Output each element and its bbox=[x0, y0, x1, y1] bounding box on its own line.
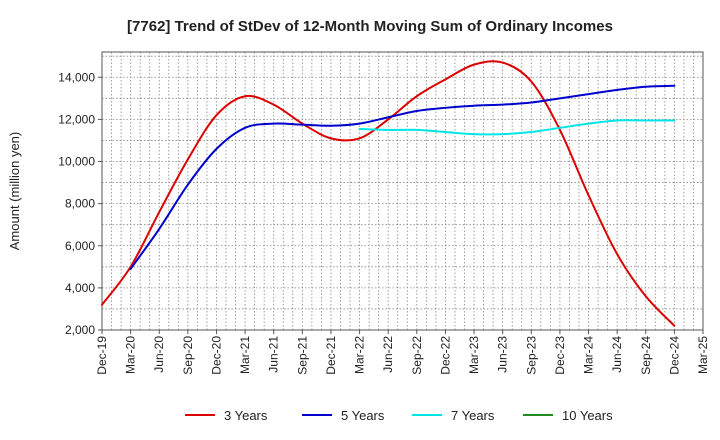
legend-label-3-years: 3 Years bbox=[224, 408, 268, 423]
x-tick-label: Mar-24 bbox=[582, 336, 596, 374]
plot-background bbox=[102, 52, 703, 330]
legend: 3 Years 5 Years 7 Years 10 Years bbox=[185, 408, 613, 423]
y-tick-label: 10,000 bbox=[58, 155, 95, 169]
x-tick-label: Sep-23 bbox=[524, 336, 538, 375]
y-tick-label: 14,000 bbox=[58, 70, 95, 84]
x-tick-label: Jun-21 bbox=[267, 336, 281, 373]
x-tick-label: Sep-24 bbox=[639, 336, 653, 375]
series-line-7-years bbox=[358, 119, 676, 136]
y-axis-label: Amount (million yen) bbox=[7, 132, 22, 251]
x-tick-label: Jun-24 bbox=[610, 336, 624, 373]
legend-label-5-years: 5 Years bbox=[341, 408, 385, 423]
y-tick-label: 2,000 bbox=[65, 323, 95, 337]
x-tick-label: Sep-20 bbox=[181, 336, 195, 375]
legend-label-7-years: 7 Years bbox=[451, 408, 495, 423]
x-tick-label: Sep-21 bbox=[295, 336, 309, 375]
chart-title: [7762] Trend of StDev of 12-Month Moving… bbox=[127, 18, 613, 35]
x-tick-label: Mar-22 bbox=[353, 336, 367, 374]
x-tick-label: Sep-22 bbox=[410, 336, 424, 375]
x-tick-label: Mar-21 bbox=[238, 336, 252, 374]
legend-label-10-years: 10 Years bbox=[562, 408, 613, 423]
x-tick-label: Mar-25 bbox=[696, 336, 710, 374]
x-tick-label: Jun-23 bbox=[496, 336, 510, 373]
y-tick-label: 6,000 bbox=[65, 239, 95, 253]
y-tick-label: 4,000 bbox=[65, 281, 95, 295]
series-line-5-years bbox=[129, 84, 676, 270]
y-tick-label: 8,000 bbox=[65, 197, 95, 211]
x-tick-label: Jun-20 bbox=[152, 336, 166, 373]
x-tick-label: Mar-23 bbox=[467, 336, 481, 374]
x-tick-label: Dec-23 bbox=[553, 336, 567, 375]
series-line-3-years bbox=[101, 60, 676, 327]
x-tick-label: Dec-21 bbox=[324, 336, 338, 375]
plot-frame bbox=[101, 51, 704, 331]
x-tick-label: Dec-19 bbox=[95, 336, 109, 375]
y-tick-label: 12,000 bbox=[58, 112, 95, 126]
plot-area: 2,000 4,000 6,000 8,000 10,000 12,000 14,000 De… bbox=[58, 51, 710, 375]
x-tick-label: Dec-24 bbox=[667, 336, 681, 375]
x-tick-label: Dec-20 bbox=[209, 336, 223, 375]
x-tick-label: Mar-20 bbox=[124, 336, 138, 374]
x-tick-label: Jun-22 bbox=[381, 336, 395, 373]
x-tick-label: Dec-22 bbox=[438, 336, 452, 375]
